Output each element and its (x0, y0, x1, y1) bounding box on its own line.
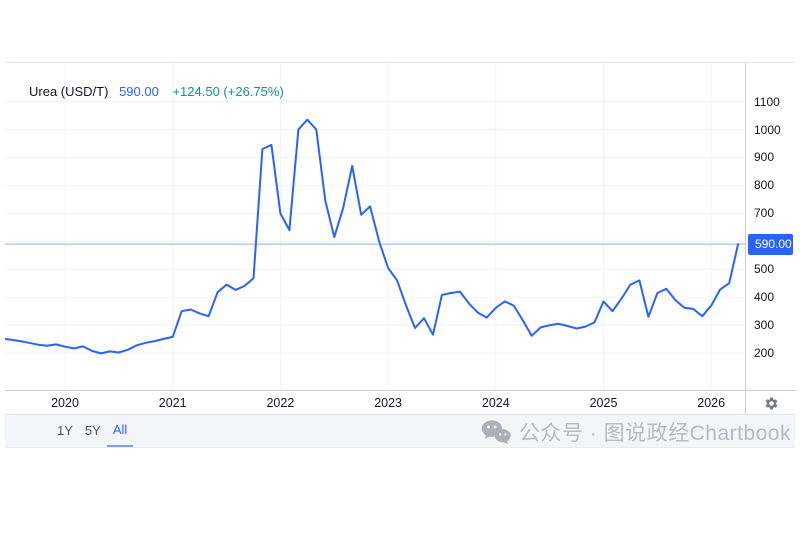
price-tick-label: 500 (754, 262, 775, 277)
price-tick-label: 700 (754, 206, 775, 221)
year-tick-label: 2024 (481, 396, 510, 410)
last-price-value: 590.00 (119, 84, 159, 99)
chart-widget: Urea (USD/T) 590.00 +124.50 (+26.75%) 59… (5, 62, 796, 448)
settings-gear-icon[interactable] (764, 396, 779, 411)
year-tick-label: 2025 (589, 396, 618, 410)
price-tick-label: 400 (754, 290, 775, 305)
watermark: 公众号 · 图说政经Chartbook (481, 415, 791, 449)
price-scale[interactable]: 590.00 1100 1000 900 800 700 500 400 300 200 (745, 63, 796, 390)
price-change-value: +124.50 (+26.75%) (172, 84, 284, 99)
price-tick-label: 200 (754, 346, 775, 361)
scale-settings-corner[interactable] (745, 390, 796, 415)
symbol-title: Urea (USD/T) (29, 84, 109, 99)
year-tick-label: 2022 (266, 396, 295, 410)
wechat-icon (481, 420, 511, 444)
price-tick-label: 900 (754, 150, 775, 165)
range-button-1y[interactable]: 1Y (51, 415, 79, 447)
range-button-all[interactable]: All (106, 415, 134, 447)
price-line-chart (5, 63, 745, 390)
price-series-line (5, 118, 740, 355)
price-tick-label: 800 (754, 178, 775, 193)
range-toolbar: 1Y 5Y All 公众号 · 图说政经Chartbook (5, 414, 795, 448)
year-tick-label: 2021 (158, 396, 187, 410)
price-tick-label: 1100 (754, 94, 780, 109)
current-price-badge: 590.00 (748, 233, 793, 255)
year-tick-label: 2020 (51, 396, 79, 410)
range-button-5y[interactable]: 5Y (79, 415, 107, 447)
time-scale[interactable]: 2020 2021 2022 2023 2024 2025 2026 (5, 390, 745, 415)
year-tick-label: 2026 (697, 396, 726, 410)
chart-legend: Urea (USD/T) 590.00 +124.50 (+26.75%) (29, 84, 284, 99)
price-tick-label: 300 (754, 318, 775, 333)
plot-area[interactable]: Urea (USD/T) 590.00 +124.50 (+26.75%) (5, 63, 745, 390)
year-tick-label: 2023 (374, 396, 402, 410)
watermark-text: 公众号 · 图说政经Chartbook (518, 422, 791, 445)
price-tick-label: 1000 (754, 122, 781, 137)
